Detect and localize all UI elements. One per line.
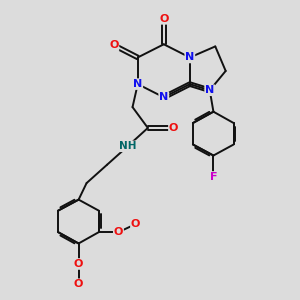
Text: N: N	[185, 52, 194, 62]
Text: O: O	[109, 40, 119, 50]
Text: N: N	[205, 85, 214, 95]
Text: F: F	[210, 172, 217, 182]
Text: O: O	[114, 227, 123, 237]
Text: O: O	[74, 259, 83, 269]
Text: O: O	[159, 14, 169, 24]
Text: O: O	[169, 123, 178, 133]
Text: NH: NH	[119, 141, 136, 151]
Text: N: N	[159, 92, 168, 102]
Text: O: O	[74, 279, 83, 289]
Text: O: O	[131, 219, 140, 229]
Text: N: N	[133, 79, 142, 89]
